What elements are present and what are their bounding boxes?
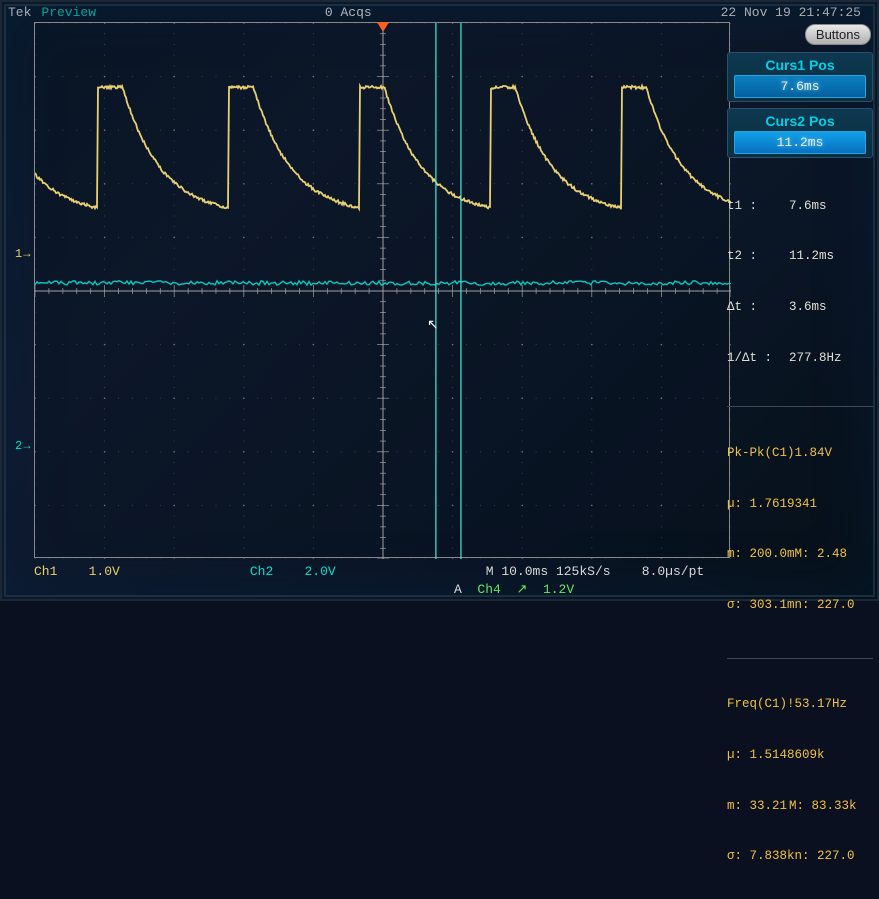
ch1-ground-marker: 1→ (15, 247, 30, 261)
acqs-label: 0 Acqs (0, 5, 721, 20)
t1-value: 7.6ms (789, 198, 827, 215)
side-panel: Curs1 Pos 7.6ms Curs2 Pos 11.2ms t1 :7.6… (727, 52, 873, 899)
time-resolution: 8.0µs/pt (642, 564, 704, 579)
pkpk-M: M: 2.48 (795, 546, 848, 563)
pkpk-sigma: σ: 303.1m (727, 597, 795, 614)
ch2-scale: 2.0V (304, 564, 335, 579)
trigger-level: 1.2V (543, 582, 574, 597)
ch2-ground-marker: 2→ (15, 439, 30, 453)
trigger-marker-icon (377, 22, 389, 32)
freq-value: 53.17Hz (795, 696, 848, 713)
cursor1-value[interactable]: 7.6ms (734, 75, 866, 98)
pkpk-mu: µ: 1.7619341 (727, 496, 873, 513)
trigger-edge-icon: ↗ (516, 582, 527, 597)
sample-rate: 125kS/s (556, 564, 611, 579)
datetime-label: 22 Nov 19 21:47:25 (721, 5, 861, 20)
pkpk-value: 1.84V (795, 445, 833, 462)
pkpk-m: m: 200.0m (727, 546, 795, 563)
freq-mu: µ: 1.5148609k (727, 747, 873, 764)
pkpk-title: Pk-Pk(C1) (727, 445, 795, 462)
trigger-source: Ch4 (477, 582, 500, 597)
meas-freq: Freq(C1)!53.17Hz µ: 1.5148609k m: 33.21M… (727, 658, 873, 899)
freq-n: n: 227.0 (795, 848, 855, 865)
timebase-value: 10.0ms (501, 564, 548, 579)
oscilloscope-plot[interactable]: 1→ 2→ ↖ (34, 22, 730, 558)
t1-label: t1 : (727, 198, 789, 215)
invdt-label: 1/Δt : (727, 350, 789, 367)
cursor2-box[interactable]: Curs2 Pos 11.2ms (727, 108, 873, 158)
bottom-readout: Ch1 1.0V Ch2 2.0V M 10.0ms 125kS/s 8.0µs… (34, 562, 730, 598)
cursor1-title: Curs1 Pos (728, 53, 872, 75)
meas-pkpk: Pk-Pk(C1)1.84V µ: 1.7619341 m: 200.0mM: … (727, 406, 873, 647)
ch2-label: Ch2 (250, 564, 273, 579)
freq-m: m: 33.21 (727, 798, 789, 815)
cursor2-value[interactable]: 11.2ms (734, 131, 866, 154)
freq-sigma: σ: 7.838k (727, 848, 795, 865)
t2-value: 11.2ms (789, 248, 834, 265)
buttons-button[interactable]: Buttons (805, 24, 871, 45)
invdt-value: 277.8Hz (789, 350, 842, 367)
top-bar: Tek Preview 0 Acqs 22 Nov 19 21:47:25 (2, 2, 877, 22)
ch1-label: Ch1 (34, 564, 57, 579)
cursor-table: t1 :7.6ms t2 :11.2ms Δt :3.6ms 1/Δt :277… (727, 164, 873, 400)
pkpk-n: n: 227.0 (795, 597, 855, 614)
timebase-label: M (486, 564, 494, 579)
freq-title: Freq(C1)! (727, 696, 795, 713)
dt-value: 3.6ms (789, 299, 827, 316)
dt-label: Δt : (727, 299, 789, 316)
cursor1-box[interactable]: Curs1 Pos 7.6ms (727, 52, 873, 102)
cursor2-title: Curs2 Pos (728, 109, 872, 131)
trigger-label: A (454, 582, 462, 597)
ch1-scale: 1.0V (89, 564, 120, 579)
t2-label: t2 : (727, 248, 789, 265)
freq-M: M: 83.33k (789, 798, 857, 815)
